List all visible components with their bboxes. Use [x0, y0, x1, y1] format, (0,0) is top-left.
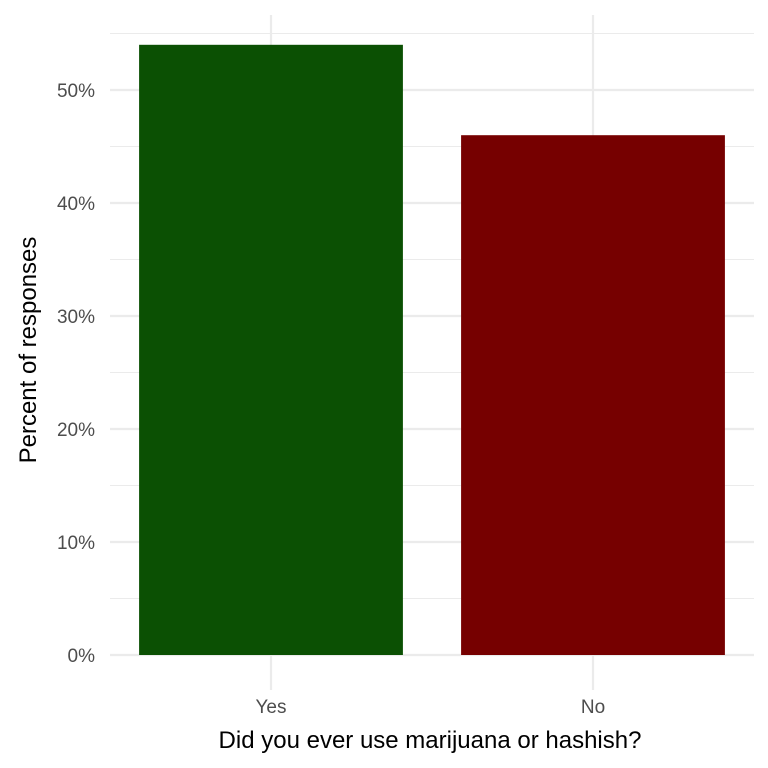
y-axis-title: Percent of responses: [15, 237, 42, 464]
x-axis-title: Did you ever use marijuana or hashish?: [219, 727, 642, 754]
x-axis-tick-labels: Yes No: [256, 697, 606, 718]
y-tick-label: 10%: [57, 533, 95, 554]
y-axis-tick-labels: 0% 10% 20% 30% 40% 50%: [57, 81, 95, 667]
bars: [139, 44, 725, 656]
bar-yes: [139, 44, 403, 656]
y-tick-label: 30%: [57, 307, 95, 328]
bar-no: [461, 135, 725, 655]
x-tick-label: No: [581, 697, 605, 718]
y-tick-label: 50%: [57, 81, 95, 102]
y-tick-label: 0%: [68, 646, 96, 667]
x-tick-label: Yes: [256, 697, 287, 718]
y-tick-label: 20%: [57, 420, 95, 441]
y-tick-label: 40%: [57, 194, 95, 215]
